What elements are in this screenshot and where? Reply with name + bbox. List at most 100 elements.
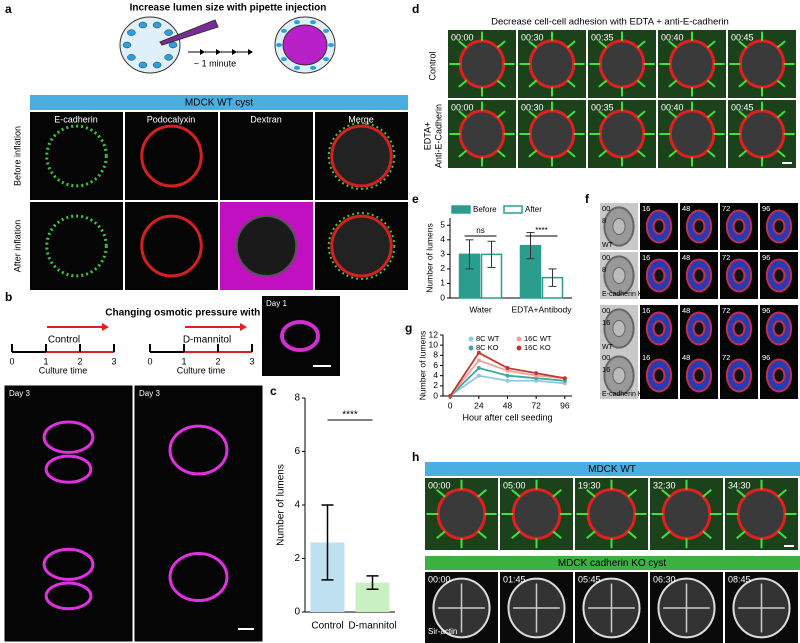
timestamp: 00:30: [521, 102, 544, 112]
shape: [280, 320, 320, 352]
line: [566, 149, 576, 158]
column-label: E-cadherin: [54, 114, 98, 124]
image: [135, 386, 262, 514]
shape: [45, 214, 108, 278]
x-tick-label: 72: [531, 400, 541, 410]
line: [706, 110, 716, 119]
line: [598, 79, 608, 88]
panel-label: f: [585, 192, 590, 206]
line: [458, 110, 468, 119]
x-tick-label: 48: [503, 400, 513, 410]
shape: [772, 367, 786, 384]
line: [436, 530, 446, 540]
axis-title: Hour after cell seeding: [462, 412, 552, 422]
shape: [152, 21, 162, 29]
line: [738, 40, 748, 49]
shape: [612, 367, 626, 384]
label: 8: [602, 216, 606, 225]
shape: [692, 267, 706, 284]
legend-swatch: [503, 205, 523, 214]
timestamp: 08:45: [728, 574, 751, 584]
label: 0: [147, 356, 152, 366]
line: [738, 79, 748, 88]
shape: [328, 43, 334, 47]
timestamp: 96: [762, 204, 770, 213]
timestamp: 34:30: [728, 480, 751, 490]
label: 8: [602, 265, 606, 274]
legend-marker: [516, 336, 522, 342]
point: [505, 366, 510, 371]
image: [135, 514, 262, 640]
timestamp: 16: [642, 253, 650, 262]
timestamp: 05:45: [578, 574, 601, 584]
shape: [612, 320, 626, 337]
line: [496, 40, 506, 49]
line: [528, 149, 538, 158]
y-tick-label: 2: [440, 263, 445, 273]
timestamp: 48: [682, 306, 690, 315]
point: [476, 350, 481, 355]
x-tick-label: D-mannitol: [348, 621, 396, 632]
line: [661, 530, 671, 540]
timestamp: 00:40: [661, 32, 684, 42]
line: [458, 149, 468, 158]
y-tick-label: 8: [294, 393, 300, 404]
panel-label: e: [412, 192, 419, 206]
axis-title: Number of lumens: [424, 223, 434, 292]
shape: [280, 28, 287, 33]
label: 1: [43, 356, 48, 366]
point: [562, 376, 567, 381]
point: [448, 394, 453, 398]
point: [476, 358, 481, 363]
line: [528, 40, 538, 49]
shape: [323, 57, 330, 62]
label: Day 3: [9, 389, 30, 398]
shape: [661, 488, 712, 540]
timestamp: 96: [762, 306, 770, 315]
legend-marker: [516, 345, 522, 351]
panel-label: a: [5, 2, 12, 16]
line: [496, 110, 506, 119]
arrow-head: [216, 49, 221, 55]
shape: [168, 41, 178, 49]
line: [477, 530, 487, 540]
timestamp: 96: [762, 253, 770, 262]
shape: [732, 320, 746, 337]
legend-marker: [468, 345, 474, 351]
label: 16: [602, 318, 610, 327]
axis-title: Number of lumens: [417, 331, 427, 400]
timestamp: 96: [762, 353, 770, 362]
shape: [458, 109, 506, 159]
shape: [310, 20, 317, 25]
shape: [44, 581, 93, 611]
arrow-head: [200, 49, 205, 55]
line: [627, 530, 637, 540]
shape: [692, 320, 706, 337]
row-label: Anti-E-Cadherin: [433, 104, 443, 168]
line: [776, 110, 786, 119]
timestamp: 00:35: [591, 102, 614, 112]
line: [458, 79, 468, 88]
line: [776, 40, 786, 49]
timestamp: 05:00: [503, 480, 526, 490]
label: Culture time: [39, 365, 88, 375]
line: [598, 110, 608, 119]
x-tick-label: Water: [469, 304, 492, 314]
timestamp: 00: [602, 204, 610, 213]
label: Sir-actin: [428, 627, 457, 636]
label: Day 3: [139, 389, 160, 398]
timestamp: 16: [642, 306, 650, 315]
line: [511, 530, 521, 540]
line: [736, 488, 746, 498]
line: [738, 149, 748, 158]
y-tick-label: 8: [433, 350, 438, 360]
point: [476, 373, 481, 378]
scale-bar: [238, 628, 254, 630]
shape: [330, 214, 393, 278]
timestamp: 00: [602, 353, 610, 362]
y-tick-label: 10: [429, 339, 439, 349]
line: [586, 530, 596, 540]
panel-label: b: [5, 290, 12, 304]
line: [702, 530, 712, 540]
timestamp: 19:30: [578, 480, 601, 490]
